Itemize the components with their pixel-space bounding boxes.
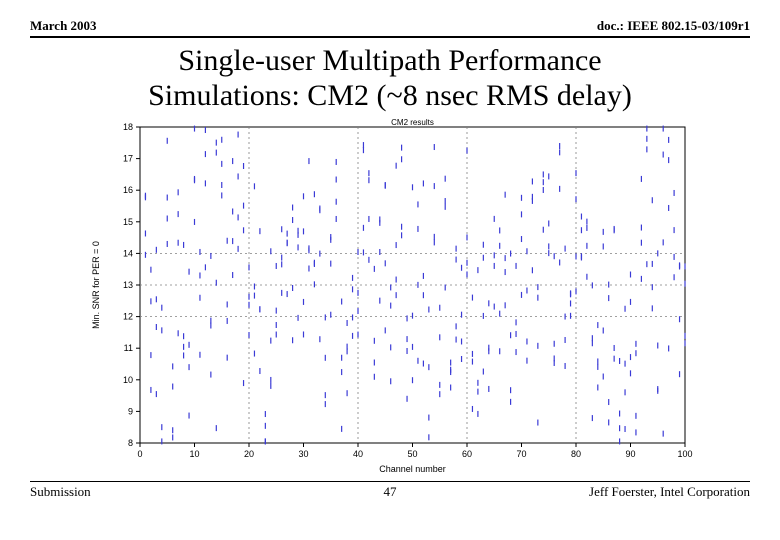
svg-text:60: 60	[462, 449, 472, 459]
svg-text:12: 12	[123, 312, 133, 322]
title-line-2: Simulations: CM2 (~8 nsec RMS delay)	[148, 79, 632, 112]
svg-text:100: 100	[677, 449, 692, 459]
svg-text:80: 80	[571, 449, 581, 459]
header-bar: March 2003 doc.: IEEE 802.15-03/109r1	[30, 18, 750, 38]
page-title: Single-user Multipath Performance Simula…	[30, 44, 750, 113]
header-date: March 2003	[30, 18, 97, 34]
svg-text:8: 8	[128, 438, 133, 448]
svg-text:30: 30	[298, 449, 308, 459]
chart-container: 8 9 10 11 12 13 14 15 16 17 18 0 10 20 30 40 50 60 70 80 90 1…	[85, 115, 695, 475]
footer-author: Jeff Foerster, Intel Corporation	[589, 484, 750, 500]
svg-text:40: 40	[353, 449, 363, 459]
svg-text:10: 10	[189, 449, 199, 459]
svg-text:90: 90	[625, 449, 635, 459]
svg-text:14: 14	[123, 248, 133, 258]
svg-text:15: 15	[123, 217, 133, 227]
svg-text:17: 17	[123, 154, 133, 164]
title-line-1: Single-user Multipath Performance	[178, 44, 601, 77]
svg-text:Min. SNR for PER = 0: Min. SNR for PER = 0	[91, 241, 101, 329]
svg-text:CM2 results: CM2 results	[391, 118, 434, 127]
svg-text:0: 0	[137, 449, 142, 459]
svg-text:16: 16	[123, 185, 133, 195]
svg-text:70: 70	[516, 449, 526, 459]
svg-text:20: 20	[244, 449, 254, 459]
svg-text:10: 10	[123, 375, 133, 385]
header-docid: doc.: IEEE 802.15-03/109r1	[597, 18, 750, 34]
svg-text:50: 50	[407, 449, 417, 459]
svg-text:9: 9	[128, 406, 133, 416]
svg-text:11: 11	[124, 343, 133, 353]
svg-text:13: 13	[123, 280, 133, 290]
footer-left: Submission	[30, 484, 91, 500]
svg-text:Channel number: Channel number	[379, 464, 446, 474]
scatter-chart: 8 9 10 11 12 13 14 15 16 17 18 0 10 20 30 40 50 60 70 80 90 1…	[85, 115, 695, 475]
svg-text:18: 18	[123, 122, 133, 132]
footer-bar: Submission 47 Jeff Foerster, Intel Corpo…	[30, 482, 750, 500]
